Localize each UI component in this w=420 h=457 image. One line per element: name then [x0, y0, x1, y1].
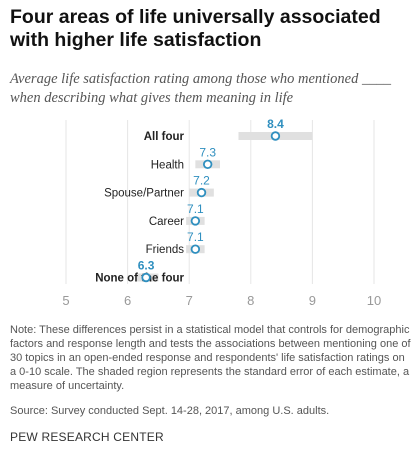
- category-label: All four: [144, 131, 185, 143]
- category-label: None of the four: [95, 273, 184, 285]
- pew-research-center-logo: PEW RESEARCH CENTER: [10, 430, 164, 444]
- category-label: Health: [151, 159, 184, 171]
- x-tick-label: 8: [247, 293, 254, 308]
- data-point: [190, 244, 201, 254]
- chart-note: Note: These differences persist in a sta…: [10, 324, 411, 392]
- chart-title: Four areas of life universally associate…: [10, 6, 381, 51]
- x-tick-label: 7: [186, 293, 193, 308]
- x-tick-label: 6: [124, 293, 131, 308]
- data-point: [141, 272, 151, 283]
- value-label: 7.1: [187, 230, 204, 244]
- chart-subtitle: Average life satisfaction rating among t…: [10, 71, 391, 106]
- x-tick-label: 5: [62, 293, 69, 308]
- value-label: 8.4: [267, 117, 284, 131]
- chart-source: Source: Survey conducted Sept. 14-28, 20…: [10, 405, 330, 417]
- value-label: 7.1: [187, 202, 204, 216]
- category-label: Spouse/Partner: [104, 188, 184, 200]
- dot-plot: 5 6 7 8 9 10 All four 8.4 Health 7.3 Spouse/Partne…: [62, 117, 381, 308]
- value-label: 6.3: [138, 259, 155, 273]
- category-label: Friends: [146, 244, 185, 256]
- data-point: [196, 187, 207, 198]
- x-tick-label: 9: [309, 293, 316, 308]
- data-point: [270, 131, 281, 141]
- data-point: [190, 216, 201, 226]
- value-label: 7.2: [193, 174, 210, 188]
- category-label: Career: [149, 216, 184, 228]
- x-tick-label: 10: [367, 293, 381, 308]
- data-point: [202, 159, 213, 169]
- value-label: 7.3: [199, 145, 216, 159]
